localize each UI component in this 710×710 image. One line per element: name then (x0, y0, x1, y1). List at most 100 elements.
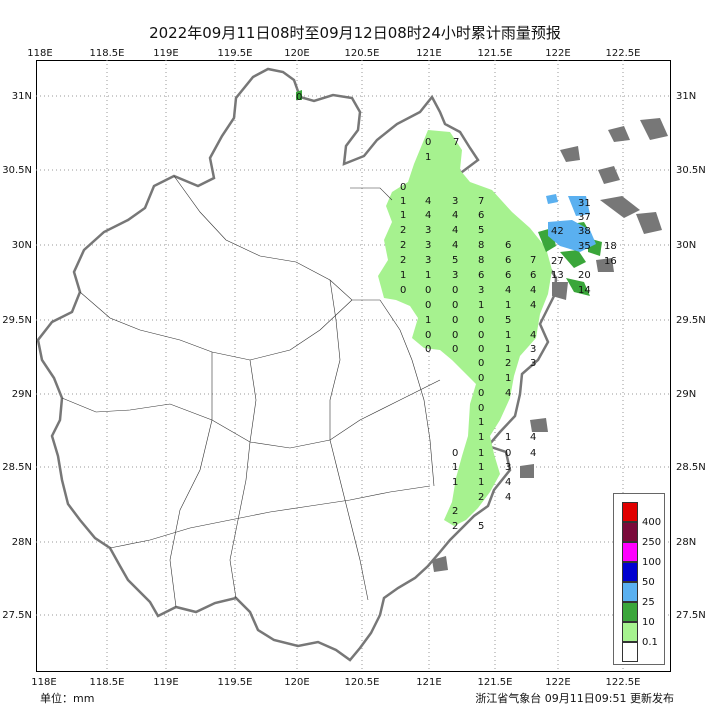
left-tick-label: 30N (12, 240, 32, 251)
legend-swatch (622, 522, 638, 542)
station-value: 1 (400, 196, 406, 207)
station-values: 0 0 7 1 0 1 4 3 7 1 4 4 6 2 3 4 5 2 3 4 … (296, 92, 617, 532)
top-tick-label: 121.5E (478, 48, 513, 59)
bottom-axis: 118E 118.5E 119E 119.5E 120E 120.5E 121E… (31, 677, 640, 688)
station-value: 2 (400, 240, 406, 251)
left-tick-label: 27.5N (2, 610, 32, 621)
station-value: 0 (296, 92, 302, 103)
top-tick-label: 120.5E (345, 48, 380, 59)
station-value: 6 (505, 255, 511, 266)
station-value: 4 (505, 388, 511, 399)
station-value: 3 (478, 285, 484, 296)
station-value: 1 (505, 344, 511, 355)
station-value: 0 (452, 344, 458, 355)
top-tick-label: 122E (545, 48, 570, 59)
station-value: 0 (478, 344, 484, 355)
station-value: 8 (478, 255, 484, 266)
right-tick-label: 29N (676, 389, 696, 400)
legend-swatch (622, 542, 638, 562)
station-value: 3 (452, 196, 458, 207)
station-value: 4 (505, 477, 511, 488)
station-value: 3 (425, 225, 431, 236)
station-value: 0 (478, 388, 484, 399)
county-borders (61, 175, 441, 608)
rainfall-legend: 400 250 100 50 25 10 0.1 (613, 493, 665, 665)
station-value: 4 (425, 196, 431, 207)
legend-swatch (622, 622, 638, 642)
station-value: 27 (551, 256, 564, 267)
station-value: 6 (478, 270, 484, 281)
station-value: 3 (452, 270, 458, 281)
left-tick-label: 30.5N (2, 165, 32, 176)
bottom-tick-label: 121.5E (478, 677, 513, 688)
legend-label: 100 (642, 557, 662, 568)
bottom-tick-label: 120.5E (345, 677, 380, 688)
bottom-tick-label: 118E (31, 677, 56, 688)
station-value: 0 (400, 285, 406, 296)
top-tick-label: 119.5E (218, 48, 253, 59)
legend-label: 250 (642, 537, 662, 548)
top-tick-label: 118E (27, 48, 52, 59)
legend-swatch (622, 562, 638, 582)
right-tick-label: 28N (676, 537, 696, 548)
station-value: 3 (505, 462, 511, 473)
station-value: 4 (530, 432, 536, 443)
right-axis: 31N 30.5N 30N 29.5N 29N 28.5N 28N 27.5N (676, 91, 706, 621)
station-value: 6 (505, 270, 511, 281)
top-tick-label: 119E (153, 48, 178, 59)
legend-label: 10 (642, 617, 655, 628)
coastal-islands (432, 118, 668, 572)
station-value: 2 (478, 492, 484, 503)
top-axis: 118E 118.5E 119E 119.5E 120E 120.5E 121E… (27, 48, 640, 59)
rain-area-light (378, 130, 552, 526)
station-value: 4 (425, 210, 431, 221)
station-value: 7 (453, 137, 459, 148)
station-value: 1 (452, 477, 458, 488)
station-value: 37 (578, 212, 591, 223)
station-value: 38 (578, 226, 591, 237)
station-value: 0 (478, 315, 484, 326)
station-value: 1 (478, 417, 484, 428)
station-value: 1 (400, 270, 406, 281)
station-value: 4 (530, 300, 536, 311)
station-value: 0 (478, 358, 484, 369)
station-value: 16 (604, 256, 617, 267)
right-tick-label: 30N (676, 240, 696, 251)
left-tick-label: 29.5N (2, 315, 32, 326)
station-value: 0 (452, 315, 458, 326)
station-value: 2 (400, 255, 406, 266)
station-value: 2 (505, 358, 511, 369)
right-tick-label: 28.5N (676, 462, 706, 473)
right-tick-label: 29.5N (676, 315, 706, 326)
zhejiang-province-outline (36, 67, 558, 662)
bottom-tick-label: 121E (416, 677, 441, 688)
station-value: 0 (478, 330, 484, 341)
station-value: 42 (551, 226, 564, 237)
bottom-tick-label: 122E (545, 677, 570, 688)
left-tick-label: 31N (12, 91, 32, 102)
station-value: 3 (530, 344, 536, 355)
station-value: 1 (505, 432, 511, 443)
map-frame (36, 60, 671, 672)
station-value: 2 (400, 225, 406, 236)
station-value: 4 (530, 285, 536, 296)
station-value: 1 (478, 432, 484, 443)
station-value: 6 (505, 240, 511, 251)
station-value: 0 (425, 285, 431, 296)
station-value: 1 (505, 373, 511, 384)
left-axis: 31N 30.5N 30N 29.5N 29N 28.5N 28N 27.5N (2, 91, 32, 621)
station-value: 5 (478, 225, 484, 236)
station-value: 4 (452, 225, 458, 236)
station-value: 7 (478, 196, 484, 207)
station-value: 4 (452, 240, 458, 251)
legend-swatch (622, 502, 638, 522)
right-tick-label: 27.5N (676, 610, 706, 621)
legend-swatch (622, 602, 638, 622)
station-value: 0 (452, 285, 458, 296)
station-value: 2 (452, 521, 458, 532)
unit-label: 单位：mm (40, 692, 95, 705)
station-value: 0 (478, 373, 484, 384)
right-tick-label: 30.5N (676, 165, 706, 176)
issuer-label: 浙江省气象台 09月11日09:51 更新发布 (475, 692, 674, 705)
